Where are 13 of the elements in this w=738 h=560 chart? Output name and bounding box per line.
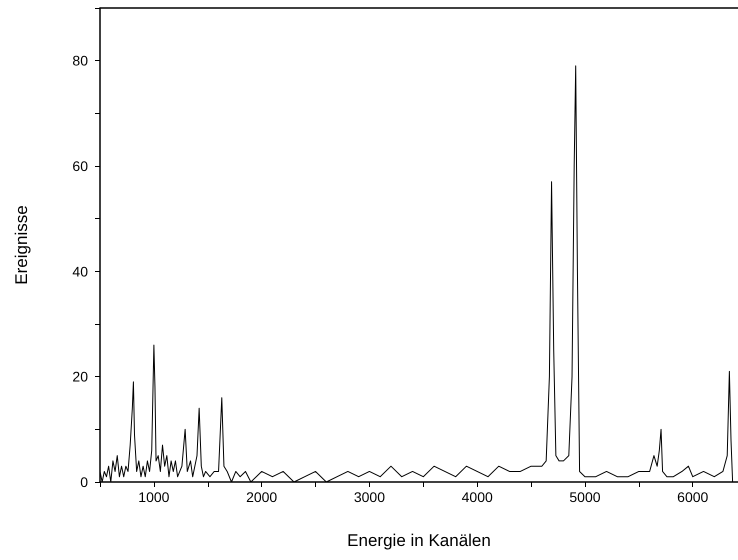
- x-tick-label: 1000: [138, 489, 170, 505]
- y-tick-label: 0: [80, 474, 88, 490]
- x-tick-label: 3000: [354, 489, 386, 505]
- y-tick-label: 60: [72, 158, 88, 174]
- x-tick-label: 6000: [677, 489, 709, 505]
- x-tick-label: 4000: [462, 489, 493, 505]
- x-axis-title: Energie in Kanälen: [347, 531, 491, 550]
- x-tick-label: 2000: [246, 489, 278, 505]
- y-tick-label: 80: [72, 52, 88, 69]
- y-axis-title: Ereignisse: [12, 205, 31, 285]
- y-tick-label: 40: [72, 263, 88, 280]
- x-tick-label: 5000: [569, 489, 601, 505]
- y-tick-label: 20: [72, 368, 88, 385]
